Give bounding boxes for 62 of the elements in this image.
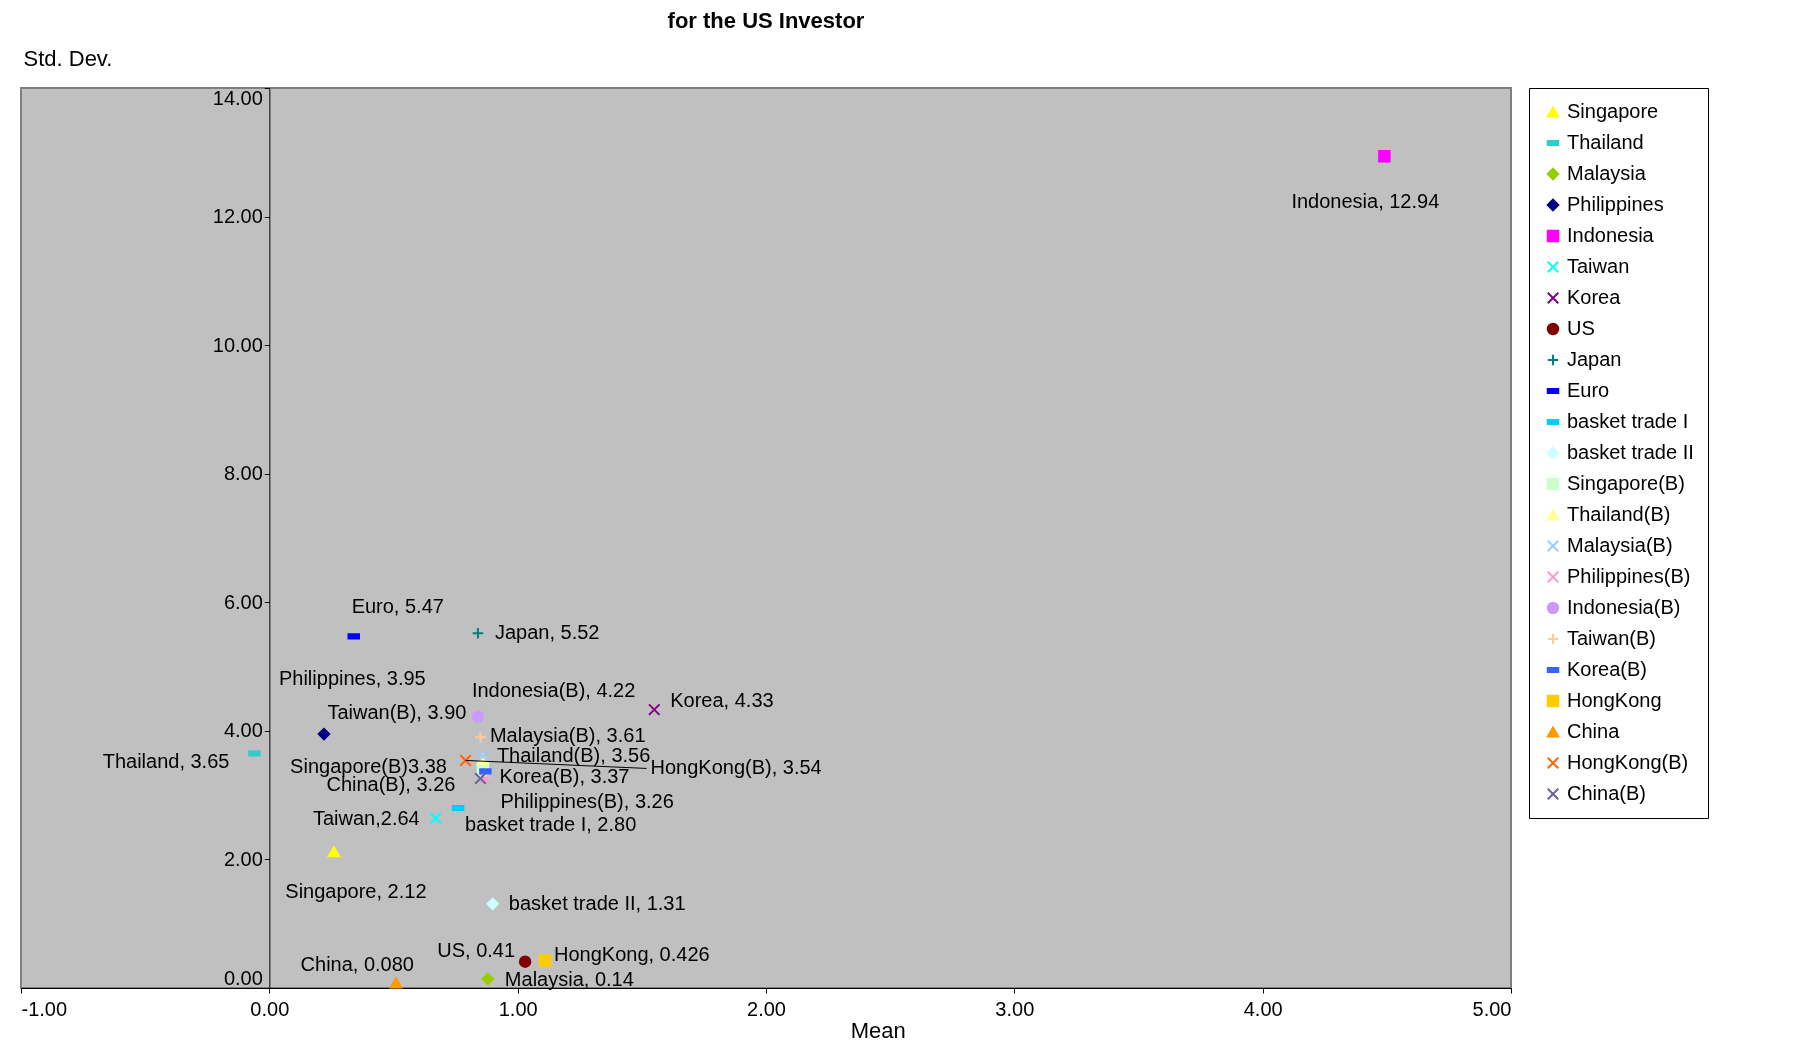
x-tick-label: 4.00 — [1243, 997, 1283, 1020]
annotation: US, 0.41 — [437, 938, 516, 961]
annotation: Philippines(B), 3.26 — [500, 790, 674, 813]
annotation: Indonesia, 12.94 — [1291, 190, 1440, 213]
annotation: Taiwan(B), 3.90 — [327, 701, 467, 724]
annotation: HongKong(B), 3.54 — [650, 756, 822, 779]
annotation: Taiwan,2.64 — [312, 807, 420, 830]
legend-label: Indonesia(B) — [1567, 596, 1681, 618]
legend-label: Malaysia(B) — [1567, 534, 1673, 556]
y-tick-label: 0.00 — [223, 966, 263, 989]
annotation: Singapore, 2.12 — [285, 879, 427, 902]
legend-label: Malaysia — [1567, 162, 1647, 184]
annotation: China, 0.080 — [300, 952, 414, 975]
annotation: Japan, 5.52 — [494, 621, 600, 644]
legend-label: HongKong(B) — [1567, 751, 1689, 773]
legend-label: Philippines — [1567, 193, 1664, 215]
chart-title: for the US Investor — [667, 8, 865, 33]
y-tick-label: 14.00 — [212, 86, 263, 109]
legend-label: China — [1567, 720, 1621, 742]
legend-label: Singapore(B) — [1567, 472, 1685, 494]
annotation: HongKong, 0.426 — [553, 942, 710, 965]
x-tick-label: 1.00 — [498, 997, 538, 1020]
x-tick-label: 5.00 — [1472, 997, 1512, 1020]
legend-label: Korea(B) — [1567, 658, 1648, 680]
x-tick-label: -1.00 — [21, 997, 68, 1020]
y-tick-label: 10.00 — [212, 333, 263, 356]
legend-label: Thailand — [1567, 131, 1644, 153]
legend-label: Philippines(B) — [1567, 565, 1691, 587]
annotation: Korea, 4.33 — [670, 688, 774, 711]
x-tick-label: 3.00 — [995, 997, 1035, 1020]
annotation: Malaysia, 0.14 — [504, 968, 634, 990]
legend-label: Indonesia — [1567, 224, 1655, 246]
x-axis-title: Mean — [850, 1017, 906, 1043]
x-tick-label: 0.00 — [250, 997, 290, 1020]
annotation: basket trade II, 1.31 — [508, 891, 686, 914]
annotation: basket trade I, 2.80 — [465, 813, 637, 835]
annotation: Korea(B), 3.37 — [499, 765, 630, 788]
legend-label: Korea — [1567, 286, 1622, 308]
annotation: Philippines, 3.95 — [278, 667, 426, 690]
legend-label: Japan — [1567, 348, 1622, 370]
legend-label: Taiwan — [1567, 255, 1630, 277]
legend-label: basket trade I — [1567, 410, 1689, 432]
y-tick-label: 12.00 — [212, 205, 263, 228]
legend-label: HongKong — [1567, 689, 1662, 711]
annotation: Malaysia(B), 3.61 — [489, 723, 646, 746]
legend-label: Taiwan(B) — [1567, 627, 1656, 649]
y-tick-label: 8.00 — [223, 462, 263, 485]
legend-label: Thailand(B) — [1567, 503, 1671, 525]
annotation: Singapore(B)3.38 — [290, 754, 447, 777]
y-axis-title: Std. Dev. — [23, 45, 113, 71]
annotation: Indonesia(B), 4.22 — [471, 678, 636, 701]
x-tick-label: 2.00 — [747, 997, 786, 1020]
legend-label: US — [1567, 317, 1595, 339]
y-tick-label: 6.00 — [223, 590, 263, 613]
legend-label: Euro — [1567, 379, 1610, 401]
annotation: Euro, 5.47 — [351, 595, 444, 618]
legend-label: Singapore — [1567, 100, 1659, 122]
y-tick-label: 2.00 — [223, 847, 263, 870]
legend-label: China(B) — [1567, 782, 1646, 804]
annotation: Thailand, 3.65 — [102, 750, 230, 773]
legend-label: basket trade II — [1567, 441, 1694, 463]
y-tick-label: 4.00 — [223, 719, 263, 742]
